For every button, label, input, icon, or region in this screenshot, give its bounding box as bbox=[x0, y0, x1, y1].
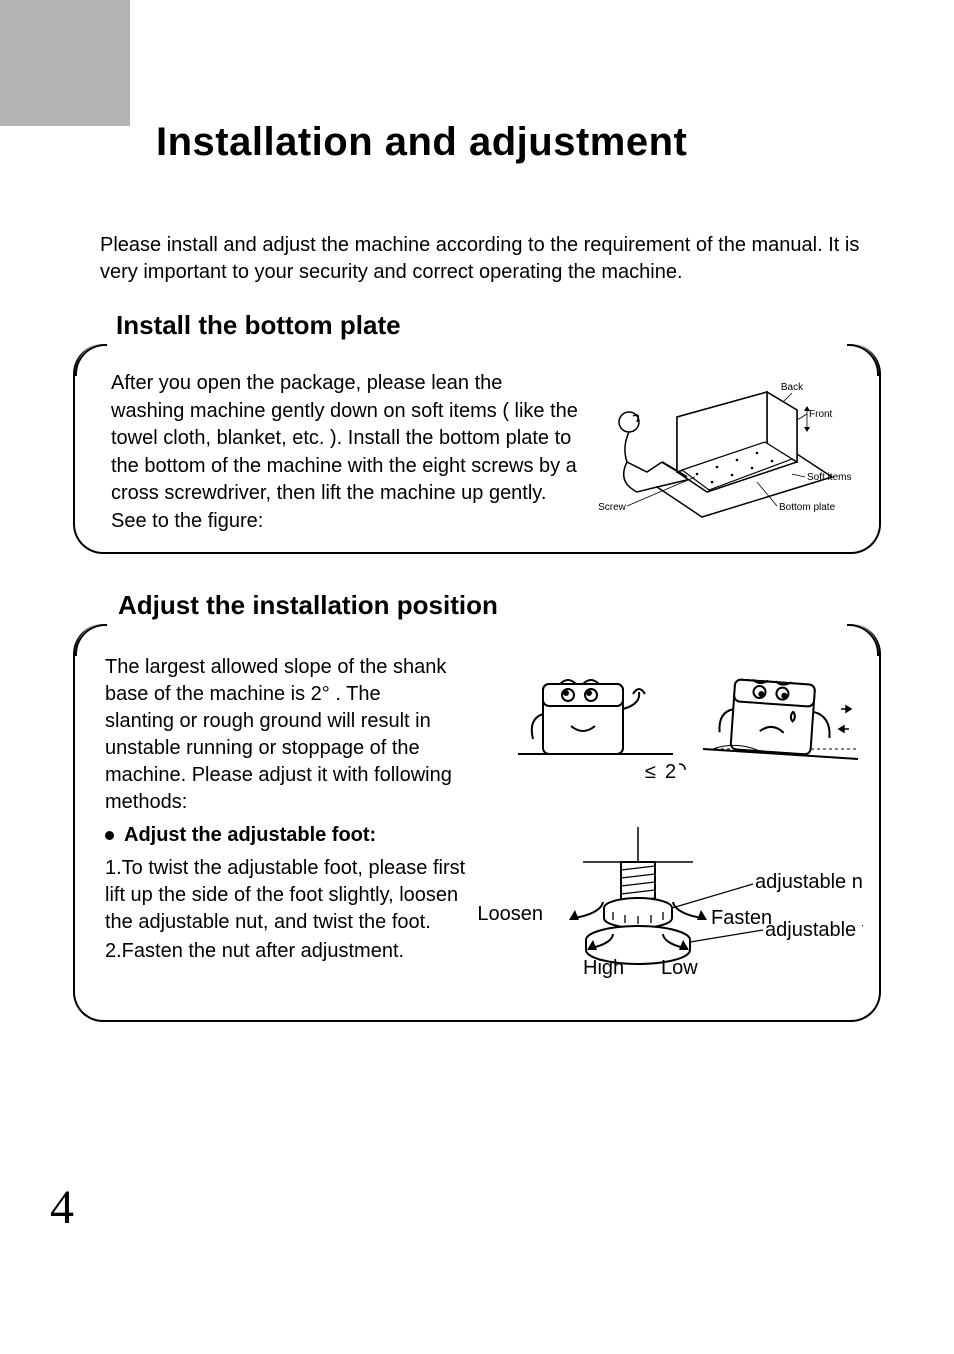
intro-paragraph: Please install and adjust the machine ac… bbox=[100, 232, 880, 286]
corner-tab bbox=[0, 0, 130, 126]
label-adjustable-nut: adjustable nut bbox=[755, 871, 863, 893]
bullet-dot-icon bbox=[105, 831, 114, 840]
page-title: Installation and adjustment bbox=[156, 120, 687, 165]
step-1: 1.To twist the adjustable foot, please f… bbox=[105, 855, 485, 936]
figure-install-bottom-plate: Back Front Soft items Bottom plate Screw bbox=[567, 362, 857, 532]
slope-le-symbol: ≤ bbox=[645, 761, 656, 783]
figure-adjustable-foot: Loosen Fasten High Low adjustable nut ad… bbox=[463, 822, 863, 992]
label-screw: Screw bbox=[598, 502, 627, 513]
adjust-position-instructions: The largest allowed slope of the shank b… bbox=[105, 654, 455, 816]
label-loosen: Loosen bbox=[477, 903, 543, 925]
box-adjust-position: The largest allowed slope of the shank b… bbox=[73, 624, 881, 1022]
label-back: Back bbox=[781, 382, 804, 393]
box-install-bottom-plate: After you open the package, please lean … bbox=[73, 344, 881, 554]
page: Installation and adjustment Please insta… bbox=[0, 0, 954, 1354]
figure-level-vs-slope: ≤ 2 bbox=[463, 654, 863, 794]
bullet-heading: Adjust the adjustable foot: bbox=[124, 824, 376, 846]
page-number: 4 bbox=[50, 1180, 74, 1235]
label-low: Low bbox=[661, 957, 698, 979]
label-adjustable-foot: adjustable foot bbox=[765, 919, 863, 941]
adjust-foot-steps: Adjust the adjustable foot: 1.To twist t… bbox=[105, 822, 485, 967]
label-bottom-plate: Bottom plate bbox=[779, 502, 836, 513]
section-heading-adjust-position: Adjust the installation position bbox=[118, 590, 498, 621]
label-front: Front bbox=[809, 409, 833, 420]
step-2: 2.Fasten the nut after adjustment. bbox=[105, 938, 485, 965]
slope-value: 2 bbox=[665, 761, 676, 783]
bottom-plate-instructions: After you open the package, please lean … bbox=[111, 370, 581, 536]
label-fasten: Fasten bbox=[711, 907, 772, 929]
label-soft-items: Soft items bbox=[807, 472, 851, 483]
label-high: High bbox=[583, 957, 624, 979]
section-heading-install-bottom-plate: Install the bottom plate bbox=[116, 310, 401, 341]
